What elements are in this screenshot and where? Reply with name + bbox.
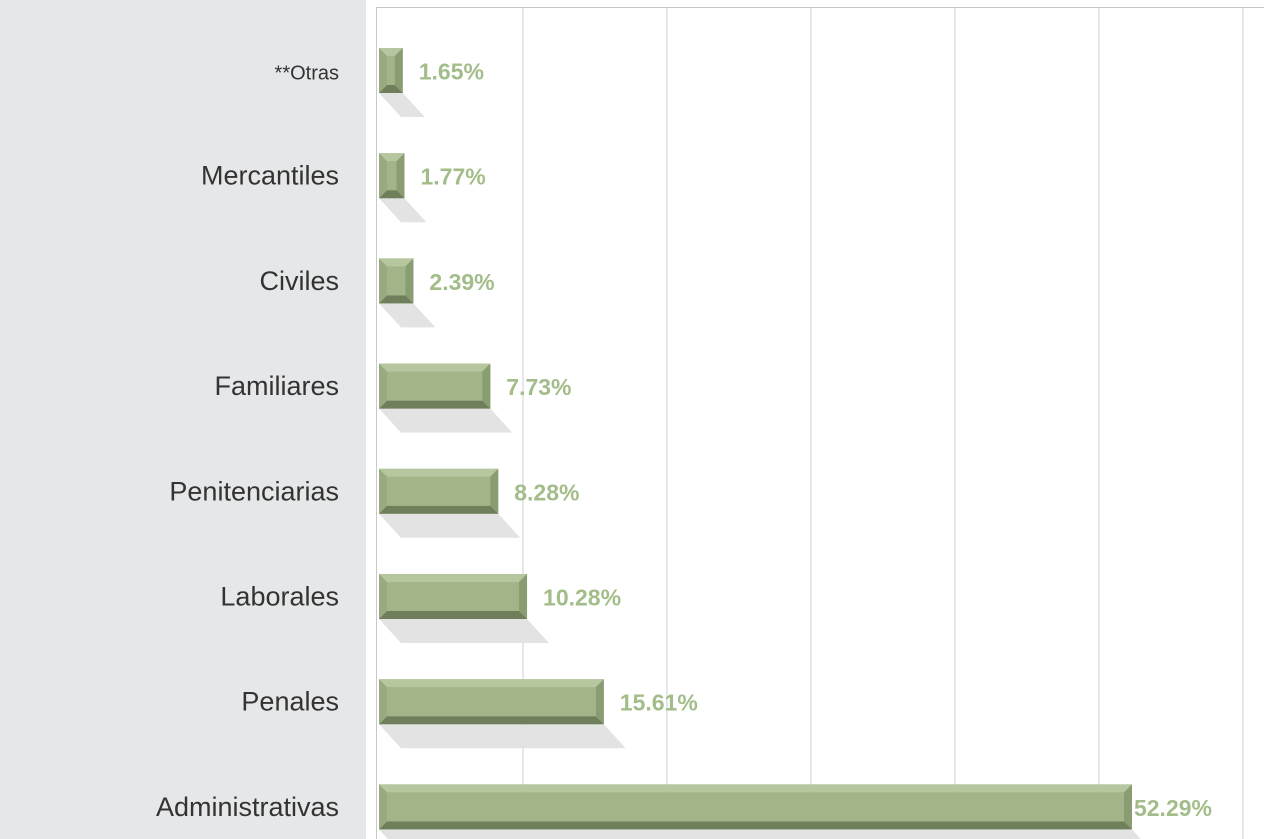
bar (379, 258, 414, 304)
bar (379, 574, 528, 619)
data-label: 2.39% (429, 269, 494, 295)
category-label-panel (0, 0, 366, 839)
category-labels: **Otras Mercantiles Civiles Familiares Penit… (156, 63, 339, 822)
category-label: Administrativas (156, 792, 339, 822)
data-label: 52.29% (1134, 795, 1212, 821)
bar-shadow (379, 724, 626, 749)
data-label: 8.28% (514, 479, 579, 505)
bar-shadow (379, 198, 427, 223)
category-label: Familiares (214, 371, 339, 401)
category-label: Laborales (220, 582, 339, 612)
bar-shadow (379, 513, 521, 538)
bar (379, 48, 403, 93)
category-label: Penitenciarias (169, 476, 339, 506)
bar-shadow (379, 303, 436, 328)
bar-shadow (379, 829, 1141, 839)
value-labels: 1.65% 1.77% 2.39% 7.73% 8.28% 10.28% 15.61% 52.… (419, 59, 1212, 821)
bar (379, 363, 491, 409)
data-label: 1.77% (420, 164, 485, 190)
bar-shadow (379, 619, 550, 643)
category-label: Civiles (259, 266, 339, 296)
data-label: 1.65% (419, 59, 484, 85)
category-label: **Otras (275, 63, 339, 85)
bar (379, 784, 1132, 830)
bar (379, 679, 604, 725)
category-label: Penales (241, 687, 339, 717)
category-label: Mercantiles (201, 161, 339, 191)
data-label: 10.28% (543, 585, 621, 611)
bar-shadow (379, 408, 513, 433)
bar (379, 153, 405, 199)
plot-area (376, 7, 1264, 839)
bar-shadows (379, 93, 1141, 839)
bars (379, 48, 1132, 830)
data-label: 7.73% (506, 374, 571, 400)
bar (379, 468, 499, 514)
bar-shadow (379, 93, 425, 117)
data-label: 15.61% (620, 690, 698, 716)
